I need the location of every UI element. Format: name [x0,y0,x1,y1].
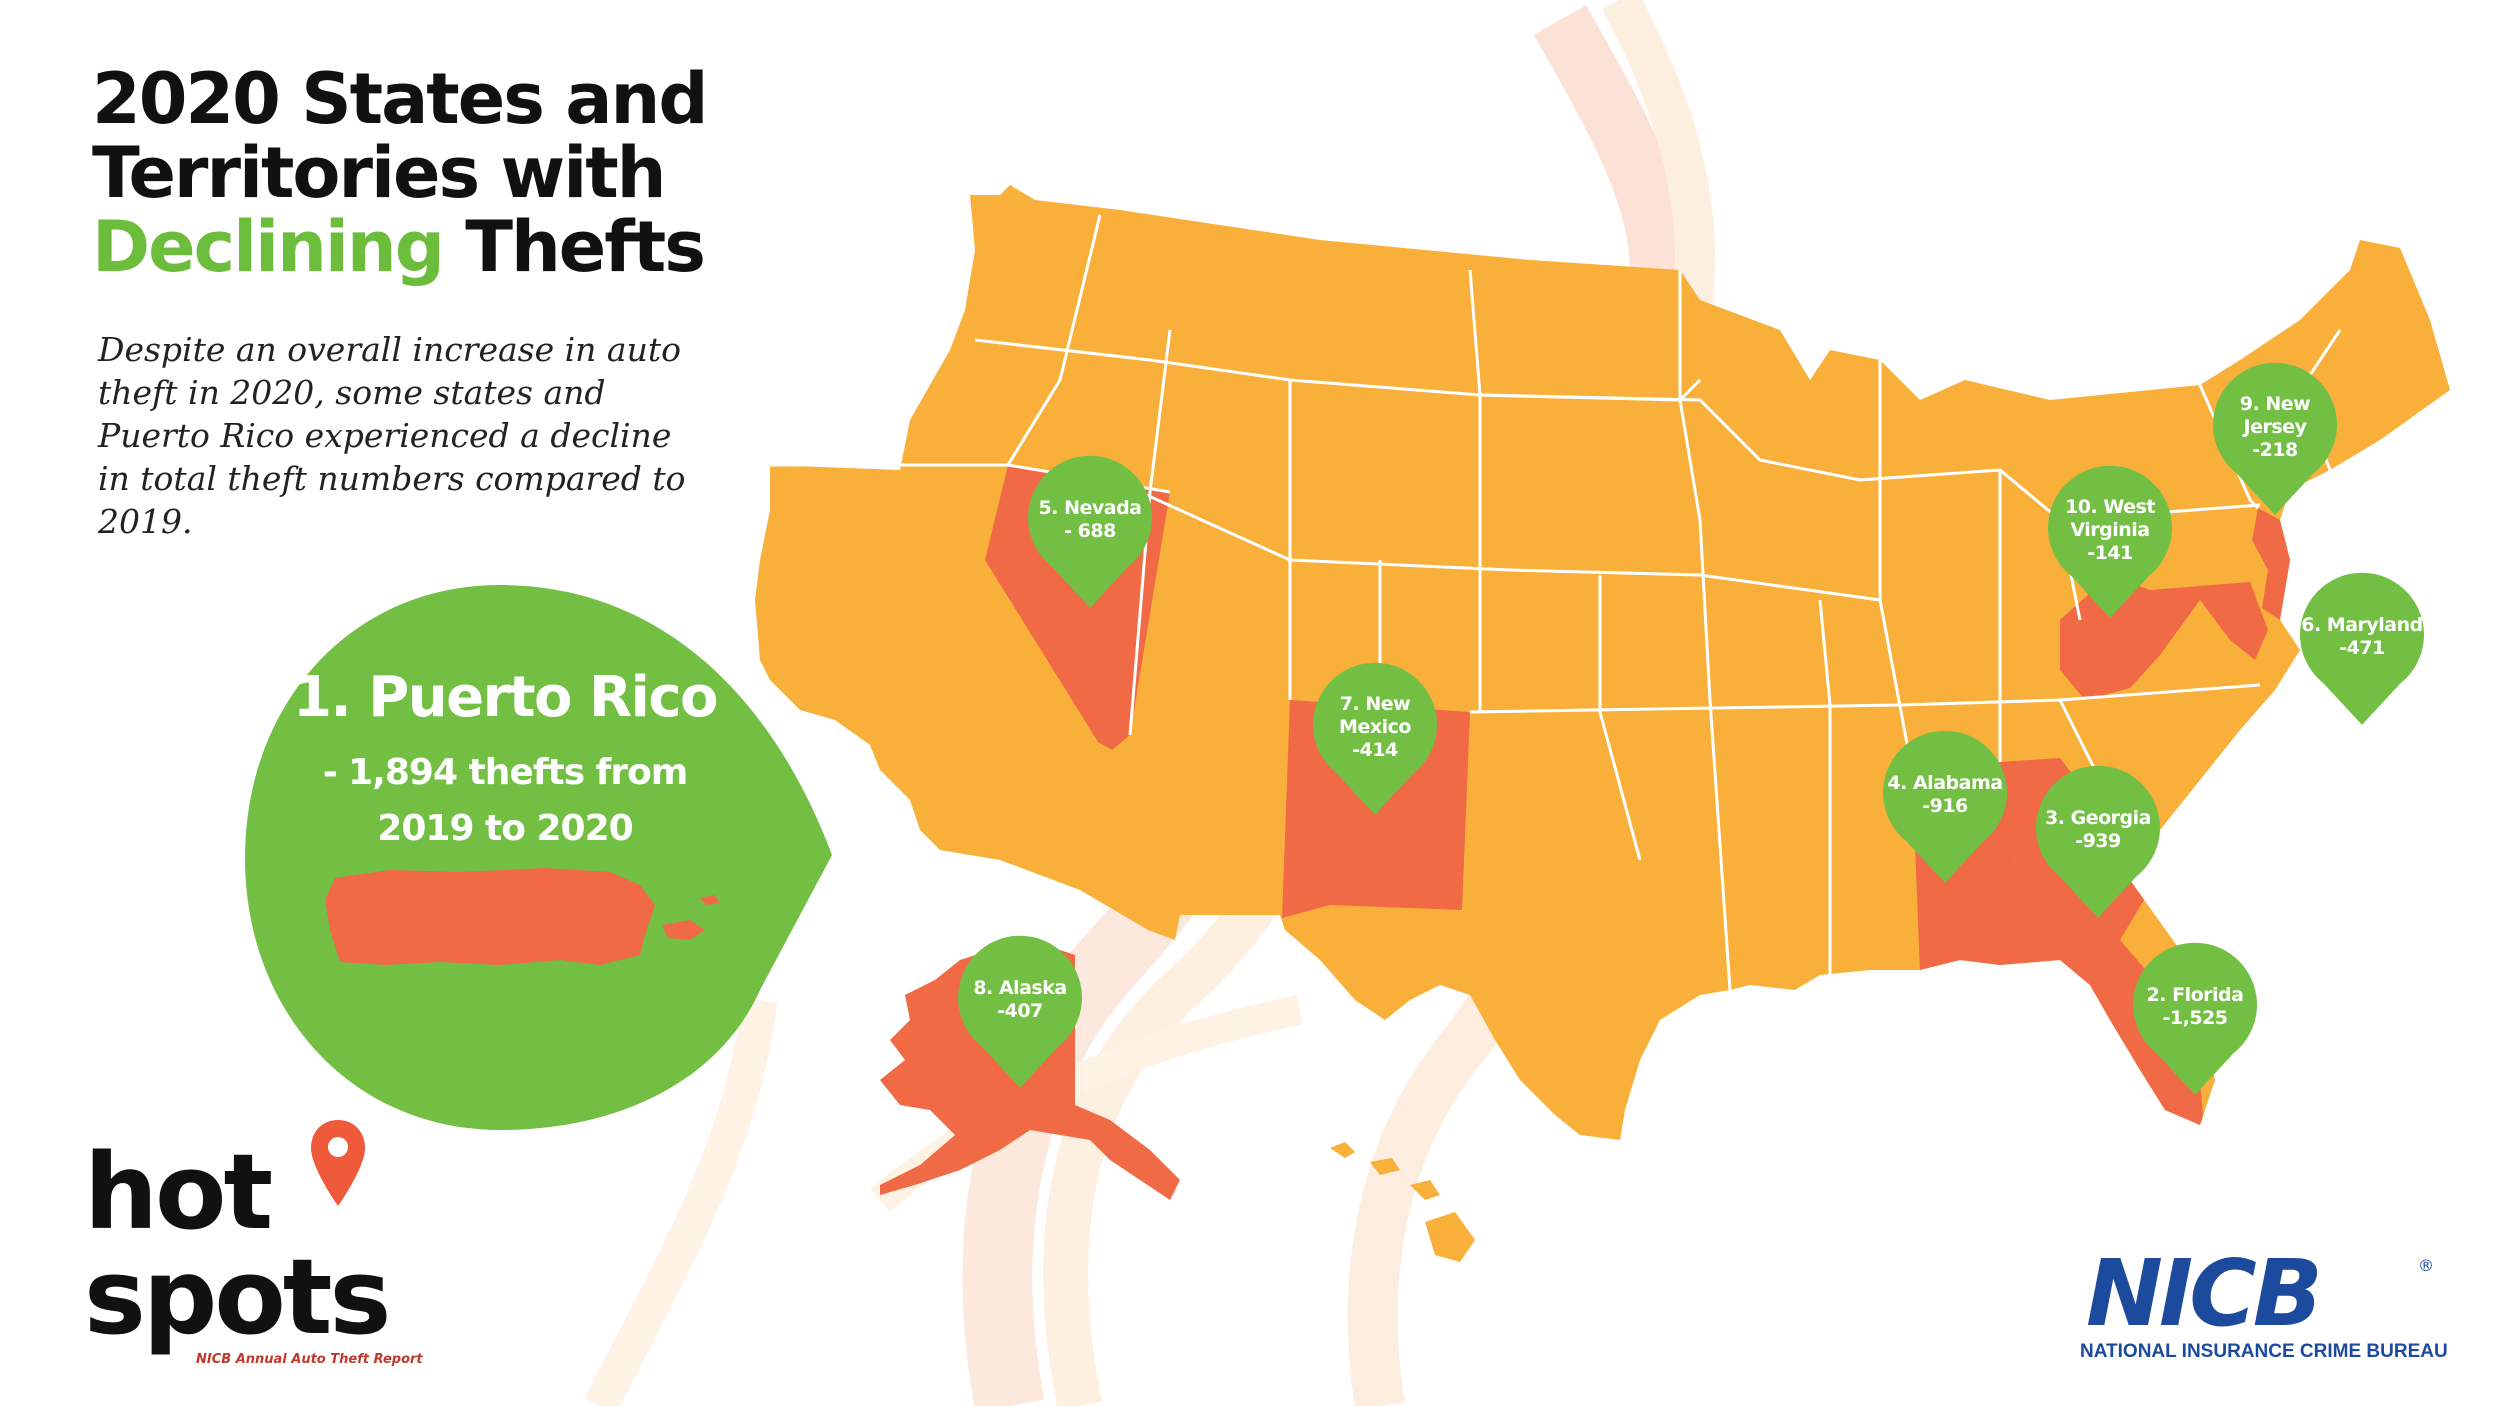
pin-label-line: Mexico [1339,715,1411,738]
pin-label-line: Virginia [2070,518,2150,541]
hotspots-logo-word-1: hot [84,1131,273,1253]
location-pin-icon [2299,572,2424,725]
title-line-2: Territories with [92,132,667,214]
state-florida [1920,940,2205,1140]
pin-label-line: 5. Nevada [1038,497,1142,519]
pin-label-line: 3. Georgia [2045,807,2151,829]
pin-label: 9. New Jersey -218 [2239,392,2311,462]
location-pin-icon [958,935,1082,1088]
location-pin-icon [1883,730,2007,883]
hotspots-logo-word-2: spots [84,1236,391,1358]
hotspots-tagline: NICB Annual Auto Theft Report [196,1352,423,1367]
state-west-virginia [2060,575,2200,700]
pin-label: 2. Florida -1,525 [2147,984,2244,1030]
pin-label: 10. West Virginia -141 [2065,496,2155,565]
location-pin-icon [2035,765,2160,918]
pin-label: 8. Alaska -407 [973,977,1067,1023]
pin-label: 6. Maryland -471 [2301,614,2423,660]
state-hawaii [1330,1142,1475,1262]
subtitle: Despite an overall increase in auto thef… [98,330,686,541]
location-pin-icon [1028,455,1152,608]
pin-label-line: -939 [2075,830,2121,852]
nicb-logo-name: NATIONAL INSURANCE CRIME BUREAU [2080,1341,2448,1362]
pin-label: 5. Nevada - 688 [1039,497,1142,543]
pin-label-line: 10. West [2065,495,2155,518]
pin-label-line: -414 [1352,738,1398,761]
pin-label-line: -471 [2339,637,2385,659]
nicb-logo-mark: NICB [2086,1240,2323,1347]
title-highlight: Declining [92,206,445,288]
pin-label-line: -916 [1922,795,1968,817]
puerto-rico-stat-line-1: - 1,894 thefts from [322,752,689,793]
location-pin-icon [2133,942,2257,1095]
nicb-registered-mark: ® [2418,1256,2434,1275]
pin-label-line: 6. Maryland [2301,614,2423,636]
hotspots-pin-icon [311,1120,365,1206]
pin-label-line: -1,525 [2162,1007,2228,1029]
pin-label-line: Jersey [2243,415,2307,438]
title-line-1: 2020 States and [92,58,708,140]
location-pin-icon [2212,362,2337,515]
pin-label-line: -218 [2252,438,2298,461]
pin-label-line: 4. Alabama [1887,772,2003,794]
pin-label-line: 8. Alaska [973,977,1067,999]
pin-label-line: 9. New [2239,392,2311,415]
pin-layer [958,362,2424,1095]
pin-label-line: -407 [997,1000,1043,1022]
pin-label-line: -141 [2087,541,2133,564]
title-line-3-rest: Thefts [465,206,706,288]
page-title: 2020 States and Territories with Declini… [92,58,708,284]
pin-label: 7. New Mexico -414 [1339,693,1411,762]
state-new-jersey [2252,508,2292,620]
location-pin-icon [1312,662,1437,815]
puerto-rico-stat-line-2: 2019 to 2020 [377,808,633,849]
title-line-3: Declining Thefts [92,210,706,284]
pin-label-line: 7. New [1339,692,1411,715]
pin-label: 3. Georgia -939 [2045,807,2151,853]
pin-label-line: 2. Florida [2146,984,2244,1006]
location-pin-icon [2047,465,2172,618]
pin-label-line: - 688 [1064,520,1116,542]
puerto-rico-title: 1. Puerto Rico [293,665,718,730]
state-maryland [2150,582,2268,660]
puerto-rico-shape [325,868,720,965]
pin-label: 4. Alabama -916 [1887,772,2003,818]
puerto-rico-bubble [245,585,832,1130]
